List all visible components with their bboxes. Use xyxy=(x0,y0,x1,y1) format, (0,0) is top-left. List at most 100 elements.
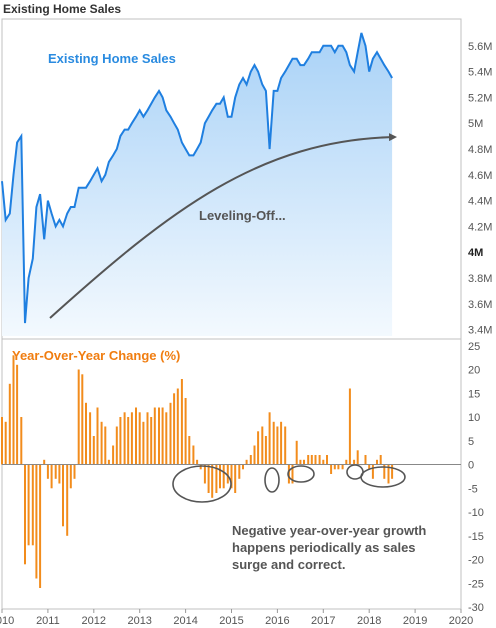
sales-y-tick: 4.2M xyxy=(468,221,492,233)
sales-y-tick: 4.4M xyxy=(468,196,492,208)
yoy-bar xyxy=(322,459,325,465)
yoy-bar xyxy=(81,374,84,465)
yoy-bar xyxy=(62,464,64,527)
yoy-bar xyxy=(180,379,183,465)
yoy-bar xyxy=(138,412,141,465)
negative-period-highlights xyxy=(172,464,406,503)
yoy-bar xyxy=(146,412,149,465)
sales-y-tick: 3.4M xyxy=(468,325,492,337)
yoy-bar xyxy=(107,459,110,465)
yoy-bar xyxy=(85,402,87,465)
yoy-bar xyxy=(261,426,264,465)
yoy-bar xyxy=(89,412,92,465)
yoy-bar xyxy=(135,407,137,465)
yoy-bar xyxy=(39,464,42,588)
highlight-2014 xyxy=(172,465,232,503)
yoy-bar xyxy=(199,464,202,470)
x-tick-label: 2012 xyxy=(82,615,106,627)
yoy-y-tick: -30 xyxy=(468,602,484,614)
yoy-panel-title: Year-Over-Year Change (%) xyxy=(12,348,180,363)
yoy-bar xyxy=(119,417,122,465)
highlight-2018 xyxy=(360,466,406,488)
yoy-bar xyxy=(245,459,248,465)
highlight-2016 xyxy=(287,465,315,483)
yoy-bar xyxy=(353,459,356,465)
sales-y-tick: 5.4M xyxy=(468,67,492,79)
sales-y-tick: 5.6M xyxy=(468,41,492,53)
yoy-bar xyxy=(161,407,164,465)
yoy-bar xyxy=(176,388,179,465)
sales-y-tick: 4.8M xyxy=(468,144,492,156)
yoy-bar xyxy=(348,388,351,465)
yoy-bar xyxy=(20,417,23,465)
yoy-bar xyxy=(341,464,344,470)
yoy-bar xyxy=(387,464,390,484)
x-tick-label: 2014 xyxy=(173,615,197,627)
yoy-bar xyxy=(150,417,153,465)
x-tick-label: 2011 xyxy=(36,615,60,627)
yoy-bar xyxy=(257,431,260,465)
yoy-y-tick: -25 xyxy=(468,578,484,590)
yoy-bar xyxy=(287,464,290,484)
yoy-bar xyxy=(299,459,302,465)
x-tick-label: 2015 xyxy=(219,615,243,627)
yoy-y-tick: 15 xyxy=(468,388,480,400)
yoy-bar xyxy=(242,464,244,470)
sales-area-fill xyxy=(2,32,393,337)
yoy-bar xyxy=(192,445,195,465)
yoy-y-tick: -15 xyxy=(468,531,484,543)
sales-y-tick: 5M xyxy=(468,118,483,130)
annotation-line-3: surge and correct. xyxy=(232,557,345,572)
yoy-bar xyxy=(211,464,214,498)
sales-y-tick: 3.8M xyxy=(468,273,492,285)
yoy-bar xyxy=(379,455,382,465)
x-tick-label: 2017 xyxy=(311,615,335,627)
yoy-bar xyxy=(4,421,7,465)
yoy-bar xyxy=(153,407,156,465)
yoy-y-axis: 25 20 15 10 5 0 -5 -10 -15 -20 -25 -30 xyxy=(468,341,484,614)
trend-arrow xyxy=(49,133,397,319)
yoy-bar xyxy=(291,464,294,484)
yoy-bar xyxy=(112,445,115,465)
yoy-bar xyxy=(50,464,53,489)
yoy-bar xyxy=(77,369,80,465)
yoy-bar xyxy=(238,464,241,479)
yoy-bar xyxy=(276,426,279,465)
yoy-bar xyxy=(130,412,133,465)
yoy-bar xyxy=(333,464,336,470)
yoy-bar xyxy=(391,464,394,479)
yoy-bar xyxy=(307,455,310,465)
yoy-y-tick: 20 xyxy=(468,365,480,377)
yoy-bar xyxy=(73,464,76,479)
yoy-bar xyxy=(215,464,218,493)
yoy-bar xyxy=(356,450,359,465)
yoy-bar xyxy=(330,464,333,474)
x-axis: 2010 2011 2012 2013 2014 2015 2016 2017 2018 2019… xyxy=(0,609,473,627)
x-tick-label: 2010 xyxy=(0,615,14,627)
yoy-bar xyxy=(207,464,210,493)
yoy-bar xyxy=(326,455,328,465)
yoy-bar xyxy=(364,455,367,465)
yoy-bar xyxy=(35,464,38,579)
sales-y-axis: 3.4M 3.6M 3.8M 4M 4.2M 4.4M 4.6M 4.8M 5M 5.2M 5.4M… xyxy=(468,41,492,337)
yoy-bar xyxy=(280,421,283,465)
annotation-line-2: happens periodically as sales xyxy=(232,540,416,555)
yoy-bar xyxy=(203,464,206,484)
sales-line xyxy=(1,32,393,324)
yoy-bar xyxy=(376,459,378,465)
yoy-bar xyxy=(253,445,256,465)
yoy-y-tick: 5 xyxy=(468,436,474,448)
yoy-bar xyxy=(127,417,130,465)
yoy-bar xyxy=(173,393,176,465)
negative-growth-annotation: Negative year-over-year growth happens p… xyxy=(232,523,430,572)
yoy-bar xyxy=(8,383,11,465)
yoy-bar xyxy=(104,426,107,465)
yoy-y-tick: -10 xyxy=(468,507,484,519)
sales-y-tick: 4.6M xyxy=(468,170,492,182)
yoy-bar xyxy=(383,464,386,479)
yoy-bar xyxy=(16,364,19,465)
yoy-bar xyxy=(31,464,34,546)
yoy-bar xyxy=(268,412,271,465)
yoy-bar xyxy=(371,464,374,479)
